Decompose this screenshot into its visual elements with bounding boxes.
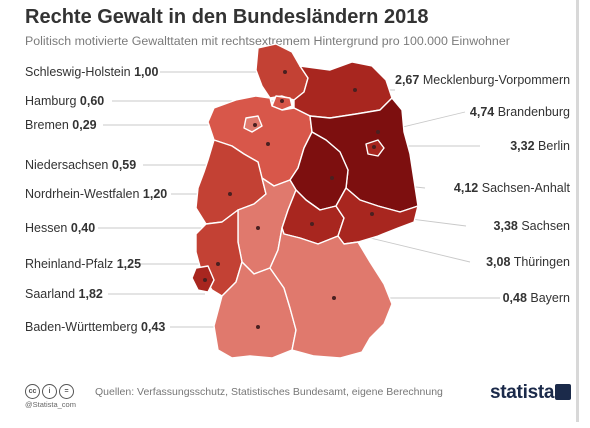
state-markers xyxy=(203,70,380,329)
label-schleswig-holstein: Schleswig-Holstein 1,00 xyxy=(25,65,159,79)
label-nordrhein-westfalen: Nordrhein-Westfalen 1,20 xyxy=(25,187,168,201)
label-hamburg: Hamburg 0,60 xyxy=(25,94,105,108)
label-bayern: 0,48 Bayern xyxy=(502,291,570,305)
label-bremen: Bremen 0,29 xyxy=(25,118,97,132)
statista-logo-icon xyxy=(555,384,571,400)
state-shapes xyxy=(191,43,419,359)
label-brandenburg: 4,74 Brandenburg xyxy=(469,105,570,119)
footer: cc i = @Statista_com Quellen: Verfassung… xyxy=(25,382,575,409)
statista-handle: @Statista_com xyxy=(25,400,76,409)
chart-title: Rechte Gewalt in den Bundesländern 2018 xyxy=(25,6,429,28)
state-bremen xyxy=(243,115,263,133)
cc-icon: cc xyxy=(25,384,40,399)
source-text: Quellen: Verfassungsschutz, Statistische… xyxy=(95,386,443,398)
label-mecklenburg-vorpommern: 2,67 Mecklenburg-Vorpommern xyxy=(395,73,571,87)
label-thueringen: 3,08 Thüringen xyxy=(486,255,570,269)
label-rheinland-pfalz: Rheinland-Pfalz 1,25 xyxy=(25,257,142,271)
by-icon: i xyxy=(42,384,57,399)
label-niedersachsen: Niedersachsen 0,59 xyxy=(25,158,137,172)
state-saarland xyxy=(191,265,215,293)
state-bayern xyxy=(269,227,393,359)
license-icons: cc i = xyxy=(25,384,74,399)
state-schleswig-holstein xyxy=(255,43,309,101)
state-mecklenburg-vorpommern xyxy=(293,61,393,119)
label-baden-wuerttemberg: Baden-Württemberg 0,43 xyxy=(25,320,166,334)
nd-icon: = xyxy=(59,384,74,399)
label-hessen: Hessen 0,40 xyxy=(25,221,96,235)
chart-subtitle: Politisch motivierte Gewalttaten mit rec… xyxy=(25,34,510,48)
label-berlin: 3,32 Berlin xyxy=(510,139,570,153)
statista-logo[interactable]: statista xyxy=(490,382,555,403)
label-saarland: Saarland 1,82 xyxy=(25,287,103,301)
label-sachsen: 3,38 Sachsen xyxy=(493,219,570,233)
label-sachsen-anhalt: 4,12 Sachsen-Anhalt xyxy=(453,181,570,195)
